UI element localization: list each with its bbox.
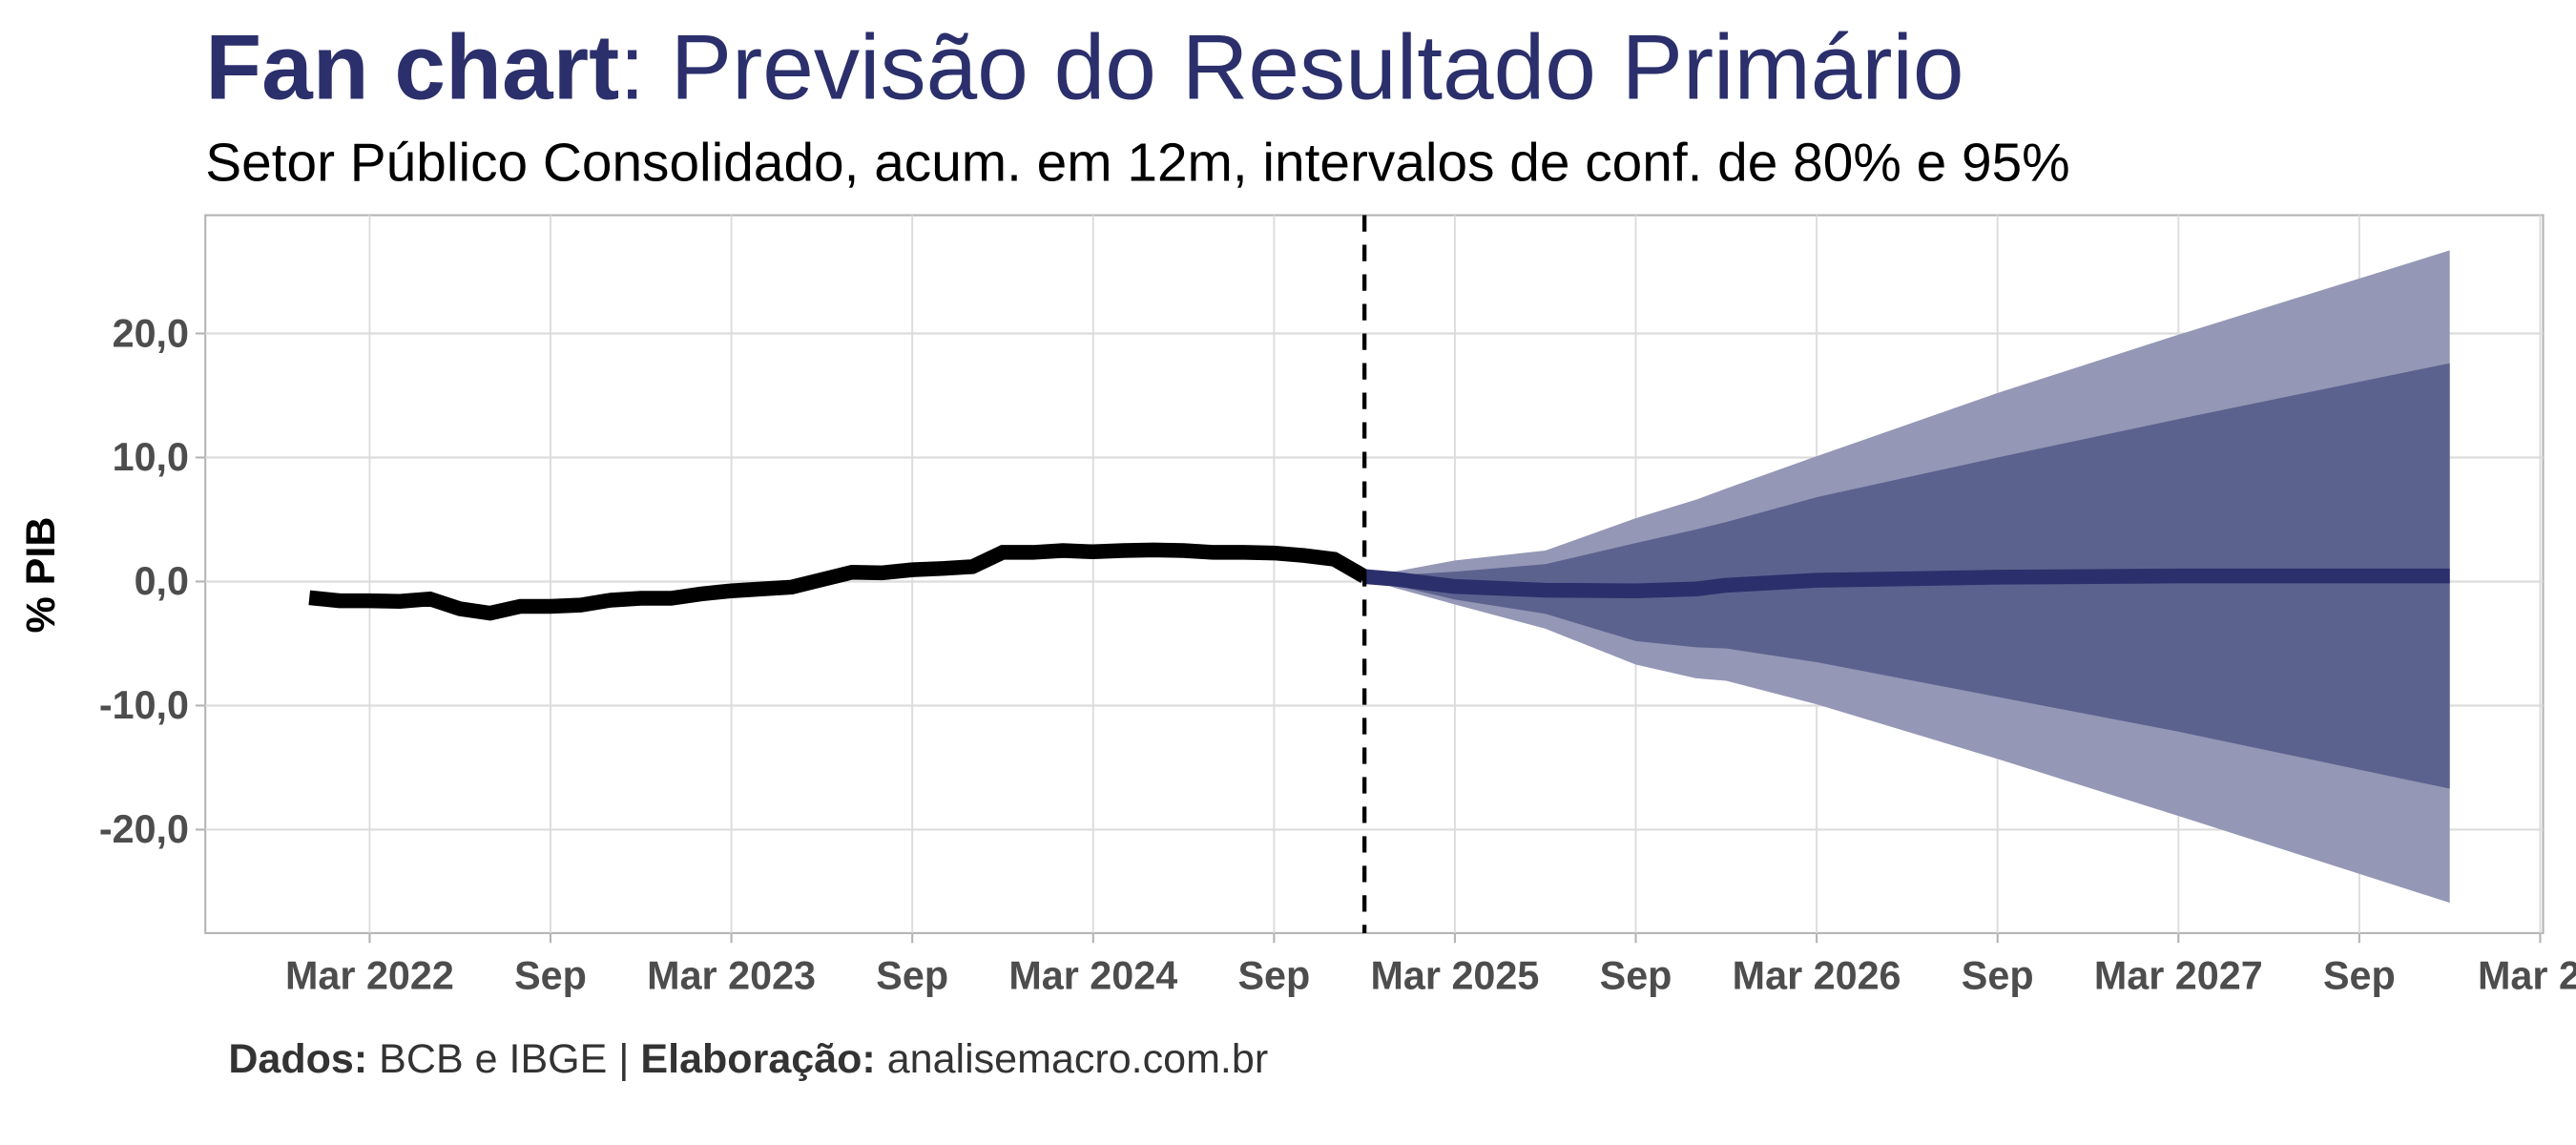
y-axis-label: % PIB	[18, 517, 64, 634]
x-tick-label: Mar 2023	[647, 953, 816, 997]
x-tick-label: Mar 2027	[2094, 953, 2263, 997]
x-tick-label: Mar 20	[2478, 953, 2576, 997]
y-axis: -20,0 -10,0 0,0 10,0 20,0	[99, 311, 206, 851]
historical-line	[308, 542, 1369, 621]
x-tick-label: Mar 2024	[1008, 953, 1177, 997]
x-tick-label: Sep	[1962, 953, 2034, 997]
grid-lines	[205, 215, 2544, 933]
y-tick-label: -10,0	[99, 683, 189, 727]
x-tick-label: Mar 2025	[1371, 953, 1540, 997]
x-tick-label: Mar 2026	[1733, 953, 1901, 997]
series-lines	[308, 215, 2450, 933]
x-tick-label: Sep	[514, 953, 587, 997]
x-tick-label: Mar 2022	[285, 953, 454, 997]
x-tick-label: Sep	[2323, 953, 2396, 997]
chart-subtitle: Setor Público Consolidado, acum. em 12m,…	[205, 133, 2069, 193]
y-tick-label: -20,0	[99, 807, 189, 851]
x-tick-label: Sep	[1237, 953, 1310, 997]
chart-title: Fan chart: Previsão do Resultado Primári…	[205, 16, 1963, 118]
y-tick-label: 0,0	[135, 559, 189, 603]
x-tick-label: Sep	[1600, 953, 1672, 997]
chart-title-bold: Fan chart	[205, 16, 619, 118]
y-tick-label: 20,0	[113, 311, 189, 355]
caption-data-value: BCB e IBGE |	[367, 1036, 640, 1082]
forecast-mean-line	[1363, 568, 2450, 598]
caption-data-label: Dados:	[228, 1036, 367, 1082]
caption-author-value: analisemacro.com.br	[876, 1036, 1268, 1082]
caption: Dados: BCB e IBGE | Elaboração: analisem…	[228, 1036, 1268, 1082]
y-tick-label: 10,0	[113, 435, 189, 479]
x-axis: Mar 2022 Sep Mar 2023 Sep Mar 2024 Sep Mar 202…	[285, 932, 2576, 997]
chart-title-rest: : Previsão do Resultado Primário	[619, 16, 1963, 118]
x-tick-label: Sep	[876, 953, 948, 997]
caption-author-label: Elaboração:	[640, 1036, 875, 1082]
